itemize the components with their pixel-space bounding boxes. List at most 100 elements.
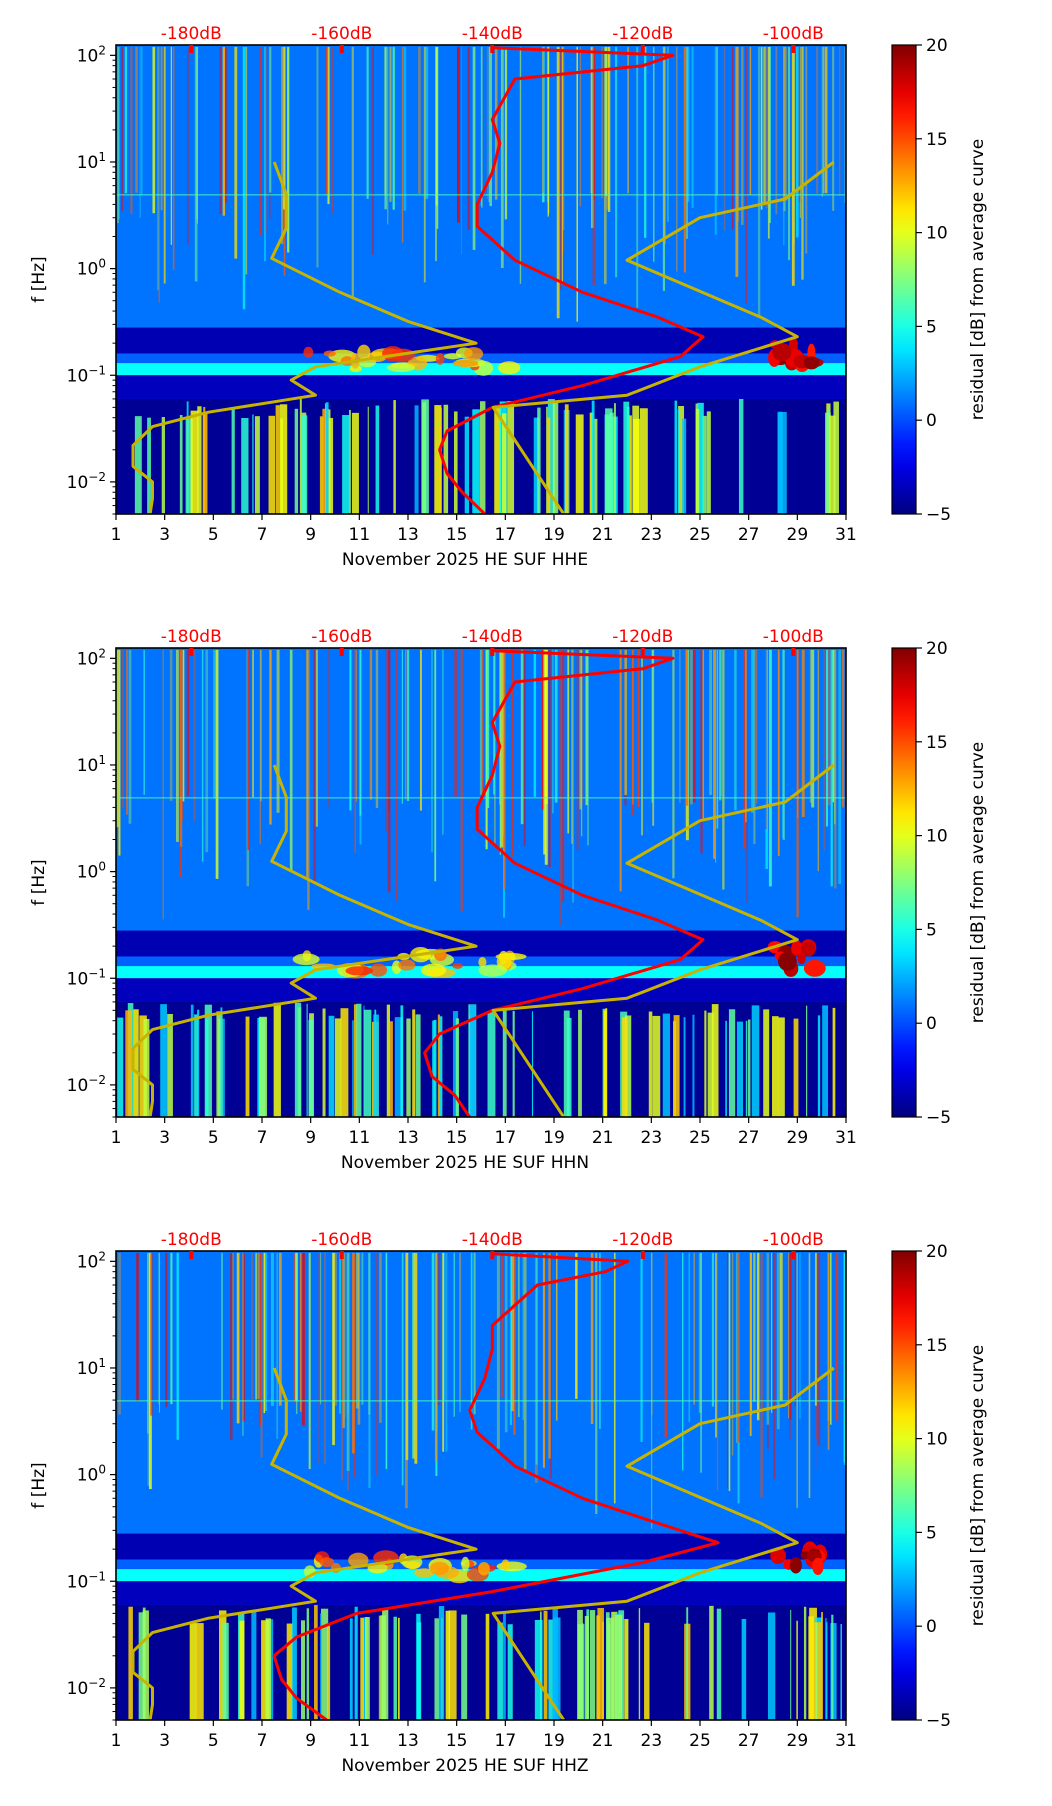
transient-streak (368, 1252, 371, 1415)
transient-streak (276, 649, 280, 813)
transient-streak (567, 649, 570, 834)
transient-streak (520, 649, 524, 825)
transient-streak (672, 649, 675, 879)
colorbar-tick-label: 10 (926, 224, 948, 244)
transient-streak (293, 1252, 296, 1403)
low-freq-column (589, 412, 594, 514)
transient-streak (737, 46, 740, 222)
low-freq-column (808, 1616, 814, 1720)
low-freq-column (751, 1005, 760, 1117)
transient-streak (318, 1252, 320, 1465)
transient-streak (345, 1252, 347, 1418)
transient-streak (259, 649, 262, 845)
quiet-band (116, 930, 846, 957)
low-freq-column (575, 414, 584, 514)
low-freq-column (747, 1019, 751, 1117)
transient-streak (587, 649, 589, 846)
transient-streak (782, 46, 786, 199)
low-freq-column (584, 1616, 589, 1720)
colorbar-label: residual [dB] from average curve (968, 1345, 988, 1626)
transient-streak (782, 649, 785, 840)
y-tick-base: 10 (67, 366, 89, 386)
transient-streak (260, 649, 262, 802)
low-freq-column (805, 1005, 808, 1117)
low-freq-column (638, 1608, 641, 1720)
db-tick-label: -120dB (612, 1230, 673, 1250)
y-tick-exponent: −1 (88, 1569, 106, 1583)
transient-streak (158, 1252, 161, 1413)
transient-streak (193, 649, 196, 821)
low-freq-column (767, 1612, 776, 1720)
low-freq-column (365, 1617, 370, 1720)
x-tick-label: 29 (787, 525, 809, 545)
transient-streak (737, 1252, 740, 1443)
x-tick-label: 5 (208, 525, 219, 545)
microseism-hotspot (420, 963, 447, 977)
transient-streak (431, 649, 433, 853)
transient-streak (392, 46, 395, 210)
x-tick-label: 23 (641, 525, 663, 545)
transient-streak (662, 46, 666, 291)
low-freq-column (128, 1606, 133, 1720)
low-freq-column (259, 1016, 268, 1117)
low-freq-column (472, 409, 480, 514)
transient-streak (162, 649, 164, 920)
x-tick-label: 13 (397, 1128, 419, 1148)
y-tick-label: 10−2 (67, 1676, 106, 1699)
transient-streak (434, 649, 437, 882)
storm-hotspot (791, 940, 803, 957)
transient-streak (560, 46, 562, 290)
transient-streak (223, 46, 227, 203)
transient-streak (579, 649, 582, 810)
transient-streak (139, 46, 141, 219)
transient-streak (418, 46, 421, 194)
average-psd-curve (423, 649, 705, 1117)
transient-streak (832, 649, 835, 803)
transient-streak (745, 649, 747, 823)
transient-streak (500, 649, 504, 848)
transient-streak (715, 1252, 717, 1438)
transient-streak (242, 1252, 244, 1436)
transient-streak (765, 649, 768, 869)
low-freq-column (577, 1609, 583, 1720)
transient-streak (401, 1252, 404, 1486)
low-freq-column (605, 1008, 608, 1117)
transient-streak (771, 1252, 773, 1414)
low-freq-column (301, 415, 308, 514)
low-freq-column (421, 399, 429, 514)
transient-streak (542, 1252, 545, 1468)
transient-streak (548, 1252, 551, 1459)
low-freq-column (817, 1015, 821, 1117)
low-freq-column (179, 415, 183, 514)
low-freq-column (507, 1624, 513, 1720)
colorbar-tick-label: −5 (926, 1711, 951, 1731)
transient-streak (741, 46, 744, 225)
db-tick (791, 45, 796, 53)
low-freq-column (352, 1020, 354, 1117)
low-freq-column (707, 1012, 714, 1117)
transient-streak (637, 649, 640, 807)
transient-streak (325, 46, 329, 196)
x-tick-label: 21 (592, 525, 614, 545)
low-freq-column (677, 408, 679, 514)
low-freq-column (382, 1608, 389, 1720)
db-tick (490, 1251, 495, 1259)
low-freq-column (695, 408, 700, 514)
transient-streak (796, 1252, 798, 1509)
low-freq-column (437, 1014, 440, 1117)
transient-streak (775, 46, 778, 215)
low-quiet-band (116, 978, 846, 1002)
transient-streak (838, 649, 842, 884)
transient-streak (349, 649, 352, 811)
transient-streak (157, 46, 159, 290)
transient-streak (716, 46, 718, 196)
transient-streak (278, 1252, 282, 1406)
transient-streak (213, 649, 216, 799)
transient-streak (331, 46, 333, 214)
colorbar-gradient (891, 1250, 917, 1721)
storm-hotspot (789, 1557, 802, 1574)
transient-streak (734, 649, 737, 811)
transient-streak (728, 1252, 731, 1492)
transient-streak (255, 1252, 257, 1400)
